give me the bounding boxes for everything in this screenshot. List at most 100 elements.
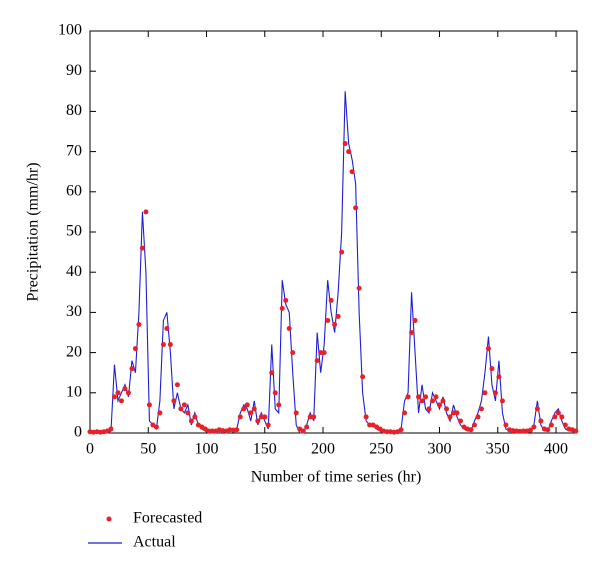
forecast-point — [279, 305, 285, 311]
forecast-point — [171, 398, 177, 404]
forecast-point — [499, 398, 505, 404]
y-tick-label: 80 — [66, 102, 82, 119]
forecast-point — [363, 414, 369, 420]
forecast-point — [178, 406, 184, 412]
forecast-point — [160, 342, 166, 348]
forecast-point — [258, 414, 264, 420]
forecast-point — [409, 330, 415, 335]
forecast-point — [468, 427, 474, 433]
forecast-point — [185, 410, 191, 416]
x-tick-label: 50 — [140, 441, 156, 458]
forecast-point — [489, 366, 495, 372]
forecast-point — [478, 406, 484, 412]
x-tick-label: 250 — [369, 441, 393, 458]
forecast-point — [454, 410, 460, 416]
forecast-point — [559, 414, 565, 420]
forecast-point — [108, 426, 114, 432]
forecast-point — [311, 414, 317, 420]
y-tick-label: 70 — [66, 142, 82, 159]
forecast-point — [492, 390, 498, 396]
forecast-point — [129, 366, 135, 372]
forecast-point — [346, 149, 352, 155]
forecast-point — [188, 418, 194, 424]
x-tick-label: 350 — [486, 441, 510, 458]
forecast-point — [262, 414, 268, 420]
forecast-point — [548, 422, 554, 428]
forecast-point — [416, 394, 422, 400]
legend-label: Forecasted — [133, 510, 202, 527]
forecast-point — [573, 428, 579, 434]
forecast-point — [164, 325, 170, 331]
forecast-point — [402, 410, 408, 416]
forecast-point — [538, 418, 544, 424]
forecast-point — [482, 390, 488, 396]
y-tick-label: 30 — [66, 303, 82, 320]
forecast-point — [520, 428, 526, 434]
forecast-point — [241, 406, 247, 412]
forecast-point — [283, 297, 289, 303]
forecast-point — [300, 428, 306, 434]
forecast-point — [237, 414, 243, 420]
forecast-point — [503, 422, 509, 428]
forecast-point — [430, 398, 436, 404]
forecast-point — [269, 370, 275, 376]
forecast-point — [475, 414, 481, 420]
y-tick-label: 20 — [66, 343, 82, 360]
y-tick-label: 40 — [66, 263, 82, 280]
forecast-point — [349, 169, 355, 175]
x-tick-label: 0 — [86, 441, 94, 458]
forecast-point — [496, 374, 502, 380]
forecast-point — [426, 406, 432, 412]
y-tick-label: 10 — [66, 383, 82, 400]
forecast-point — [272, 390, 278, 396]
x-tick-label: 150 — [253, 441, 277, 458]
y-tick-label: 100 — [58, 22, 82, 39]
forecast-point — [531, 424, 537, 430]
forecast-point — [433, 394, 439, 400]
forecast-point — [555, 410, 561, 416]
forecast-point — [314, 358, 320, 364]
forecast-point — [367, 422, 373, 428]
forecast-point — [423, 394, 429, 400]
x-axis-label: Number of time series (hr) — [251, 469, 422, 486]
y-tick-label: 0 — [74, 424, 82, 441]
legend-marker — [106, 516, 112, 522]
y-axis-label: Precipitation (mm/hr) — [25, 162, 42, 301]
forecast-point — [485, 346, 491, 352]
forecast-point — [248, 410, 254, 416]
forecast-point — [143, 209, 149, 215]
forecast-point — [136, 321, 142, 327]
forecast-point — [384, 429, 390, 435]
forecast-point — [209, 428, 215, 434]
forecast-point — [562, 422, 568, 428]
forecast-point — [335, 313, 341, 319]
forecast-point — [451, 410, 457, 416]
forecast-point — [115, 390, 121, 396]
y-tick-label: 60 — [66, 182, 82, 199]
forecast-point — [174, 382, 180, 388]
forecast-point — [276, 402, 282, 408]
forecast-point — [457, 418, 463, 424]
forecast-point — [181, 402, 187, 408]
forecast-point — [153, 424, 159, 430]
forecast-point — [339, 249, 345, 255]
forecast-point — [290, 350, 296, 356]
forecast-point — [125, 390, 131, 396]
forecast-point — [234, 427, 240, 433]
forecast-point — [552, 414, 558, 420]
forecast-point — [534, 406, 540, 412]
forecast-point — [398, 427, 404, 433]
forecast-point — [307, 414, 313, 420]
forecast-point — [192, 414, 198, 420]
forecast-point — [412, 317, 418, 323]
forecast-point — [527, 427, 533, 433]
legend-label: Actual — [133, 534, 176, 551]
forecast-point — [318, 350, 324, 356]
forecast-point — [139, 245, 145, 251]
plot-frame — [89, 30, 578, 434]
forecast-point — [265, 422, 271, 428]
forecast-point — [122, 386, 128, 392]
x-tick-label: 100 — [195, 441, 219, 458]
forecast-point — [328, 297, 334, 303]
